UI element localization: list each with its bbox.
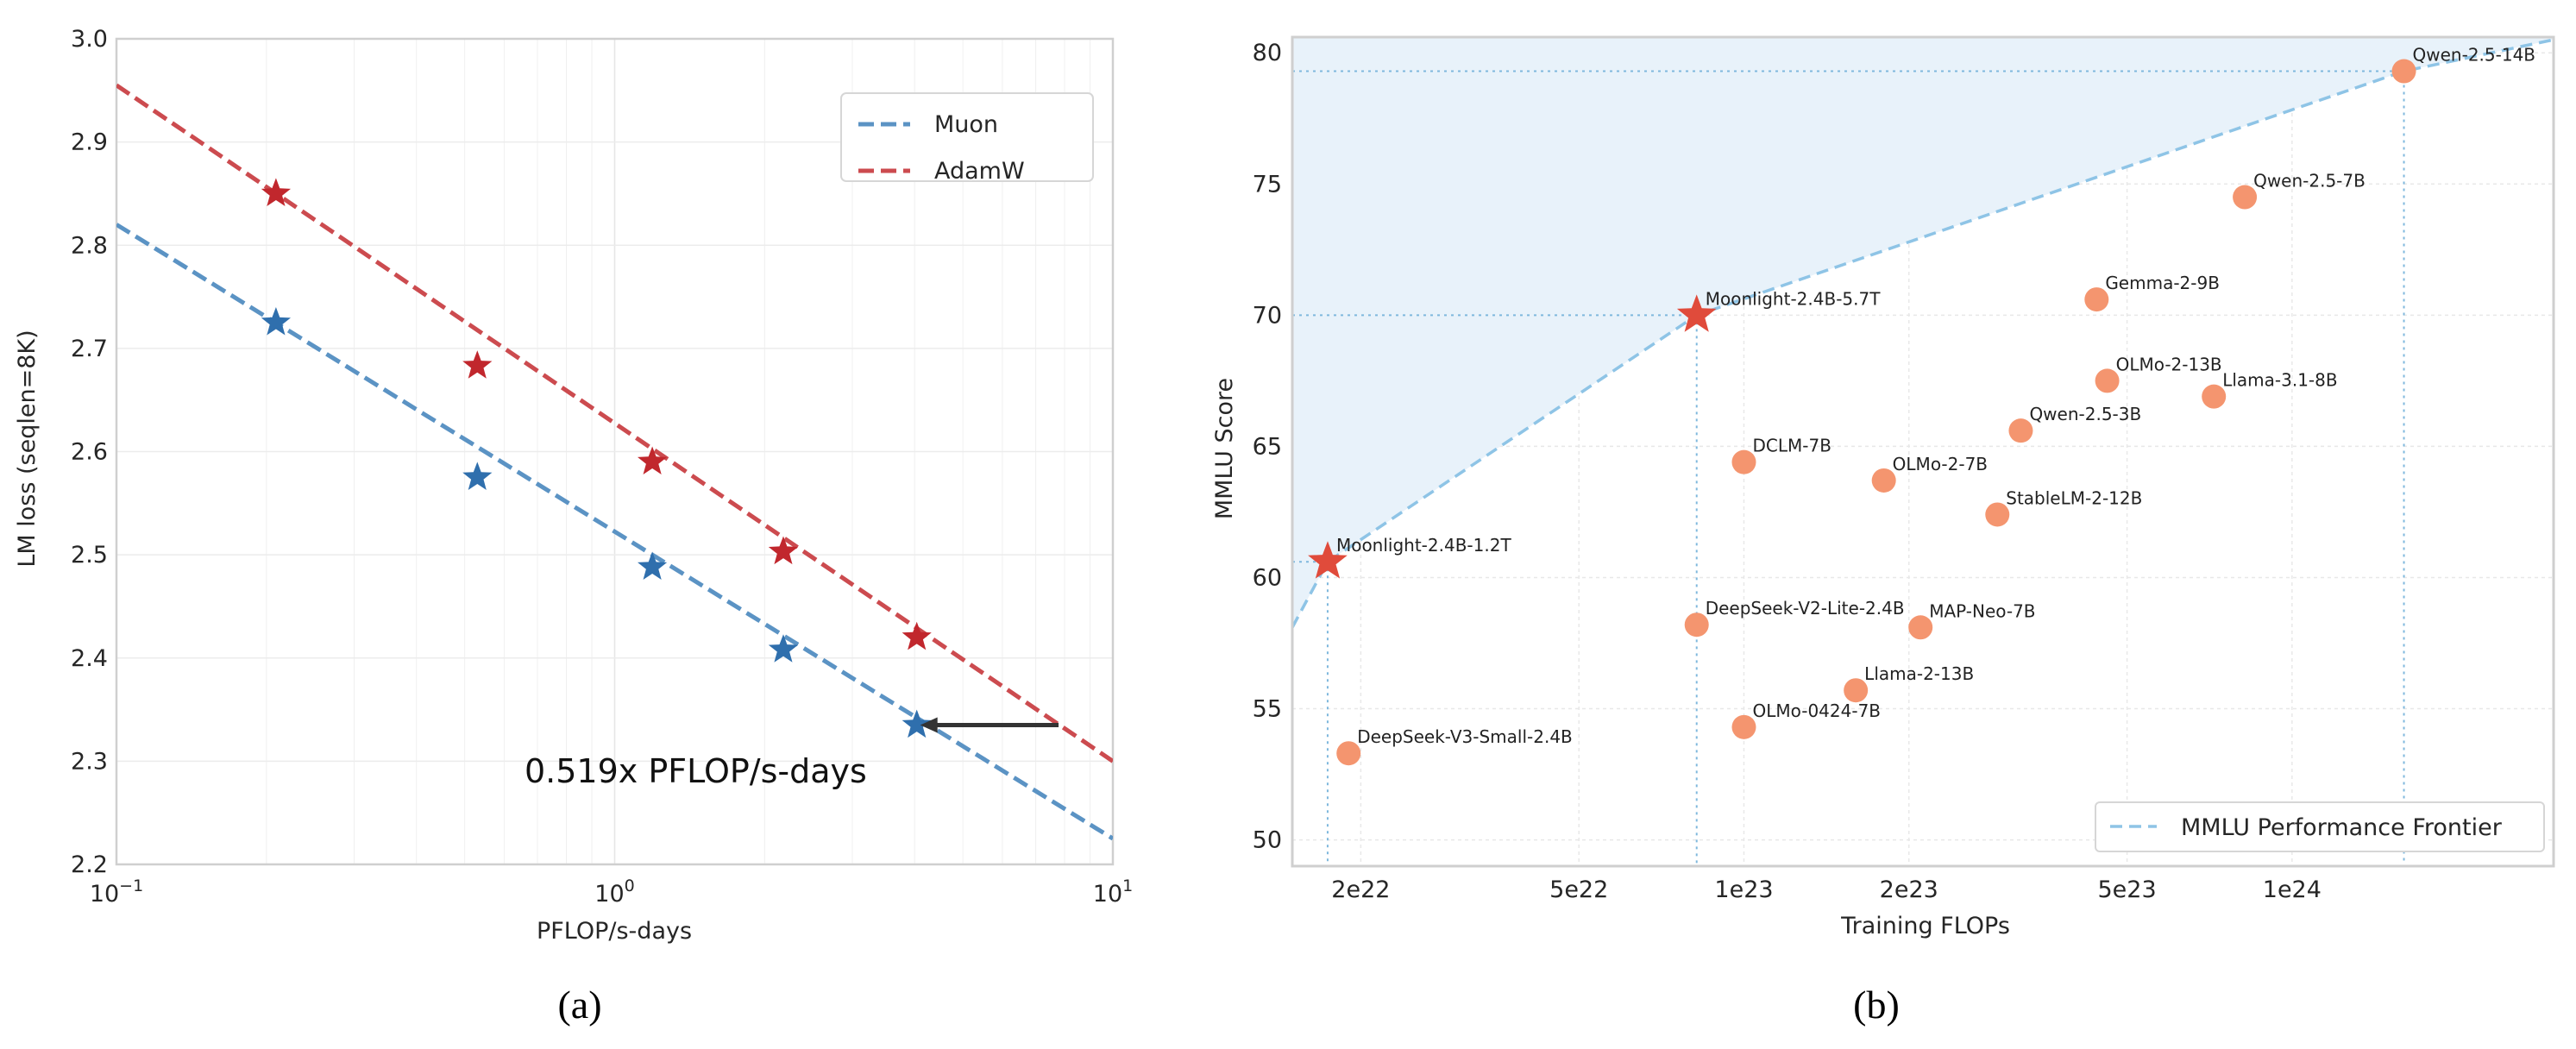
y-tick-label: 2.7 (71, 336, 108, 362)
model-label: Moonlight-2.4B-1.2T (1336, 535, 1511, 556)
x-tick-label: 1e24 (2263, 876, 2322, 903)
y-tick-label: 2.8 (71, 232, 108, 259)
panel-b-caption: (b) (1853, 983, 1900, 1027)
model-label: Llama-2-13B (1864, 663, 1974, 684)
model-point (1684, 612, 1709, 638)
legend-box (2095, 801, 2545, 852)
y-tick-label: 55 (1253, 696, 1282, 723)
adamw-star-point (638, 446, 668, 474)
adamw-star-point (902, 621, 932, 650)
panel-a-xlabel: PFLOP/s-days (537, 918, 692, 945)
panel-b-xlabel: Training FLOPs (1840, 913, 2010, 939)
x-tick-label: 2e23 (1880, 876, 1938, 903)
y-tick-label: 75 (1253, 171, 1282, 198)
x-tick-label: 5e22 (1549, 876, 1608, 903)
model-point (2202, 384, 2227, 409)
model-label: Moonlight-2.4B-5.7T (1706, 288, 1881, 309)
model-point (2233, 185, 2258, 210)
model-label: MAP-Neo-7B (1929, 600, 2035, 621)
model-label: Llama-3.1-8B (2222, 370, 2337, 391)
panel-a-annotation: 0.519x PFLOP/s-days (525, 752, 867, 790)
model-point (2084, 287, 2109, 312)
muon-star-point (462, 462, 493, 490)
y-tick-label: 70 (1253, 302, 1282, 329)
muon-star-point (902, 709, 932, 738)
x-tick-label: 1e23 (1714, 876, 1773, 903)
muon-star-point (768, 634, 799, 663)
model-point (2095, 368, 2120, 393)
panel-a-ylabel: LM loss (seqlen=8K) (14, 330, 41, 567)
x-tick-label: 5e23 (2098, 876, 2157, 903)
legend-label-muon: Muon (934, 111, 998, 138)
muon-star-point (261, 307, 291, 336)
model-label: OLMo-2-7B (1893, 454, 1988, 474)
model-label: Qwen-2.5-14B (2413, 45, 2536, 66)
y-tick-label: 2.3 (71, 748, 108, 775)
model-point (1336, 741, 1361, 766)
legend-box (840, 92, 1094, 182)
panel-a-loss-chart: 2.2 2.3 2.4 2.5 2.6 2.7 2.8 2.9 3.0 10−1 100 101 Muo… (71, 26, 1133, 908)
model-label: StableLM-2-12B (2006, 487, 2142, 508)
y-tick-label: 65 (1253, 433, 1282, 460)
plot-frame (1291, 35, 2555, 868)
panel-b-ylabel: MMLU Score (1211, 378, 1238, 519)
legend-label-frontier: MMLU Performance Frontier (2181, 814, 2503, 841)
panel-a-caption: (a) (557, 983, 601, 1027)
adamw-star-point (768, 536, 799, 565)
frontier-fill-area (1292, 37, 2554, 628)
adamw-star-point (462, 350, 493, 379)
y-tick-label: 2.2 (71, 851, 108, 878)
y-tick-label: 80 (1253, 40, 1282, 66)
model-point (1985, 502, 2010, 527)
y-tick-label: 3.0 (71, 26, 108, 53)
legend-label-adamw: AdamW (934, 158, 1025, 185)
y-tick-label: 2.6 (71, 439, 108, 466)
y-tick-label: 50 (1253, 827, 1282, 854)
model-point (2008, 418, 2033, 443)
model-point (1731, 449, 1756, 474)
model-star-point (1308, 541, 1348, 579)
plot-frame (115, 37, 1115, 866)
x-tick-label: 101 (1093, 876, 1133, 908)
model-point (2391, 59, 2416, 84)
panel-b-mmlu-chart: 50 55 60 65 70 75 80 2e22 5e22 1e23 2e23 5e23 1e24 Mo… (1253, 35, 2555, 903)
y-tick-label: 2.9 (71, 129, 108, 156)
model-label: DeepSeek-V2-Lite-2.4B (1706, 598, 1905, 619)
model-label: Qwen-2.5-7B (2253, 171, 2366, 192)
y-tick-label: 60 (1253, 564, 1282, 591)
model-label: Qwen-2.5-3B (2029, 404, 2141, 424)
model-point (1908, 615, 1933, 640)
model-point (1731, 714, 1756, 739)
y-tick-label: 2.5 (71, 542, 108, 568)
adamw-star-point (261, 178, 291, 206)
model-point (1871, 468, 1896, 493)
model-point (1844, 678, 1869, 703)
model-label: OLMo-2-13B (2116, 354, 2222, 374)
muon-fit-line (116, 223, 1113, 841)
arrow-head (920, 717, 938, 733)
x-tick-label: 10−1 (90, 876, 143, 908)
y-tick-label: 2.4 (71, 645, 108, 672)
muon-star-point (638, 551, 668, 580)
model-label: DCLM-7B (1752, 436, 1831, 456)
model-star-point (1676, 294, 1717, 332)
model-label: Gemma-2-9B (2105, 273, 2220, 293)
model-label: DeepSeek-V3-Small-2.4B (1357, 726, 1573, 747)
x-tick-label: 2e22 (1331, 876, 1390, 903)
x-tick-label: 100 (594, 876, 634, 908)
model-label: OLMo-0424-7B (1752, 700, 1881, 721)
